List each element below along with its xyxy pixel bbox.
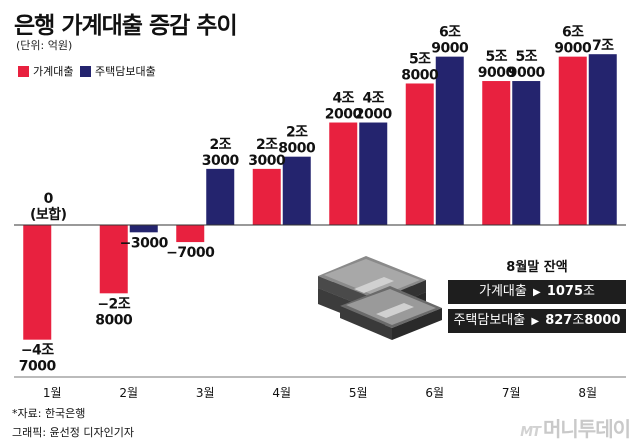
legend-label-household: 가계대출 [33, 65, 74, 78]
callout-household-value: 1075 [546, 284, 584, 299]
brand-mt: MT [520, 425, 541, 440]
legend-label-mortgage: 주택담보대출 [95, 65, 156, 78]
x-tick-label: 5월 [349, 386, 368, 400]
data-label: 5조 [485, 49, 507, 65]
callout-mortgage-tail: 8000 [584, 313, 621, 328]
callout-household-label: 가계대출 [479, 284, 527, 299]
data-label: −4조 [21, 343, 54, 359]
data-label: 2조 [286, 125, 308, 141]
data-label: 9000 [431, 41, 469, 57]
data-label: 6조 [562, 25, 584, 41]
bar-household [99, 225, 128, 294]
callout-household: 가계대출 ▶ 1075조 [448, 280, 626, 304]
data-label: 8000 [401, 67, 439, 83]
bar-household [405, 83, 434, 225]
callout-household-unit: 조 [583, 284, 595, 299]
arrow-right-icon: ▶ [531, 316, 540, 327]
x-tick-label: 7월 [502, 386, 521, 400]
x-tick-label: 4월 [272, 386, 291, 400]
bar-household [23, 225, 52, 340]
data-label: 4조 [332, 91, 354, 107]
legend-item-mortgage: 주택담보대출 [80, 63, 156, 79]
x-tick-label: 3월 [196, 386, 215, 400]
chart-title: 은행 가계대출 증감 추이 [14, 13, 238, 39]
x-tick-label: 2월 [119, 386, 138, 400]
bar-mortgage [435, 56, 464, 225]
arrow-right-icon: ▶ [532, 287, 541, 298]
data-label: 5조 [409, 51, 431, 67]
data-label: 0 [44, 191, 54, 207]
bar-mortgage [359, 122, 388, 225]
data-label: (보합) [30, 206, 67, 223]
bar-mortgage [282, 156, 311, 225]
brand-name: 머니투데이 [543, 417, 631, 441]
bar-household [329, 122, 358, 225]
legend-item-household: 가계대출 [18, 63, 73, 79]
callout-mortgage: 주택담보대출 ▶ 827조8000 [448, 309, 626, 333]
bar-household [558, 56, 587, 225]
data-labels-group: −4조70000(보합)−2조8000−3000−70002조30002조300… [19, 25, 615, 375]
bar-mortgage [588, 54, 617, 226]
data-label: 9000 [554, 41, 592, 57]
data-label: 2000 [325, 107, 363, 123]
data-label: 2조 [256, 137, 278, 153]
data-label: −7000 [166, 245, 215, 261]
data-label: 9000 [508, 65, 546, 81]
x-tick-label: 8월 [578, 386, 597, 400]
graphic-credit: 그래픽: 윤선정 디자인기자 [12, 426, 135, 439]
x-tick-labels: 1월 2월 3월 4월 5월 6월 7월 8월 [43, 386, 597, 400]
callout-title: 8월말 잔액 [506, 260, 568, 275]
data-label: 2조 [209, 137, 231, 153]
data-label: −3000 [120, 235, 169, 251]
brand-logo: MT 머니투데이 [520, 413, 631, 442]
bar-mortgage [129, 225, 158, 233]
legend-swatch-household [18, 65, 29, 77]
data-label: 4조 [362, 91, 384, 107]
bar-household [482, 81, 511, 225]
legend-swatch-mortgage [80, 65, 91, 77]
bar-household [252, 168, 281, 225]
x-tick-label: 1월 [43, 386, 62, 400]
unit-label: (단위: 억원) [16, 39, 73, 52]
data-label: 7000 [19, 359, 57, 375]
callout-mortgage-label: 주택담보대출 [453, 313, 526, 328]
source-note: *자료: 한국은행 [12, 407, 86, 420]
callout-mortgage-unit: 조 [572, 313, 585, 328]
callout-mortgage-value: 827 [545, 313, 573, 328]
data-label: 2000 [355, 107, 393, 123]
data-label: 3000 [248, 153, 286, 169]
x-tick-label: 6월 [425, 386, 444, 400]
data-label: 5조 [515, 49, 537, 65]
bar-mortgage [512, 81, 541, 225]
data-label: 3000 [202, 153, 240, 169]
data-label: −2조 [97, 296, 130, 312]
balance-callout: 8월말 잔액 가계대출 ▶ 1075조 주택담보대출 ▶ 827조8000 [448, 256, 626, 338]
bar-mortgage [206, 168, 235, 225]
bar-household [176, 225, 205, 243]
data-label: 8000 [95, 312, 133, 328]
bars-group [23, 54, 617, 340]
money-stack-icon [318, 256, 442, 340]
data-label: 6조 [439, 25, 461, 41]
data-label: 7조 [592, 38, 614, 54]
data-label: 8000 [278, 141, 316, 157]
data-label: 9000 [478, 65, 516, 81]
